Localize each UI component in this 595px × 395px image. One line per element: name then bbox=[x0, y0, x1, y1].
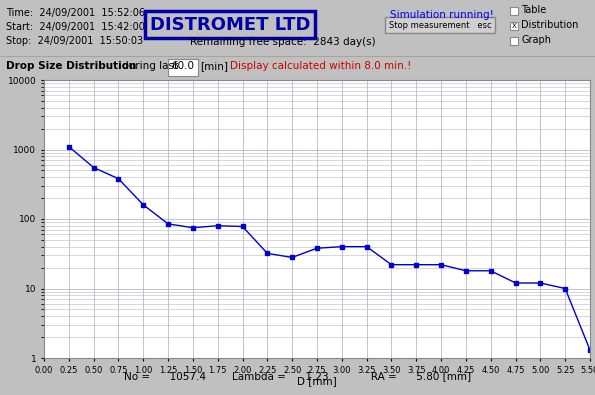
Text: Drop Size Distribution: Drop Size Distribution bbox=[6, 61, 136, 71]
Text: Distribution: Distribution bbox=[521, 20, 578, 30]
Text: Table: Table bbox=[521, 5, 546, 15]
Text: Simulation running!: Simulation running! bbox=[390, 10, 494, 20]
Text: Stop:  24/09/2001  15:50:03: Stop: 24/09/2001 15:50:03 bbox=[6, 36, 143, 46]
Text: Display calculated within 8.0 min.!: Display calculated within 8.0 min.! bbox=[230, 61, 411, 71]
Bar bbox=[510, 22, 518, 30]
Text: DISTROMET LTD: DISTROMET LTD bbox=[150, 16, 310, 34]
Bar bbox=[385, 17, 495, 33]
Text: Graph: Graph bbox=[521, 35, 551, 45]
Text: No =      1057.4        Lambda =      1.23             RA =      5.80 [mm]: No = 1057.4 Lambda = 1.23 RA = 5.80 [mm] bbox=[124, 372, 471, 382]
Bar bbox=[510, 7, 518, 15]
Text: Time:  24/09/2001  15:52:06: Time: 24/09/2001 15:52:06 bbox=[6, 8, 145, 18]
Bar bbox=[510, 37, 518, 45]
Text: Stop measurement   esc: Stop measurement esc bbox=[389, 21, 491, 30]
Text: [min]: [min] bbox=[200, 61, 228, 71]
Text: Start:  24/09/2001  15:42:00: Start: 24/09/2001 15:42:00 bbox=[6, 22, 145, 32]
Text: X: X bbox=[512, 23, 516, 29]
X-axis label: D [mm]: D [mm] bbox=[297, 376, 337, 386]
Text: 60.0: 60.0 bbox=[171, 61, 195, 71]
Text: Remaining free space:  2843 day(s): Remaining free space: 2843 day(s) bbox=[190, 37, 375, 47]
Text: during last: during last bbox=[122, 61, 178, 71]
Bar bbox=[168, 59, 198, 76]
